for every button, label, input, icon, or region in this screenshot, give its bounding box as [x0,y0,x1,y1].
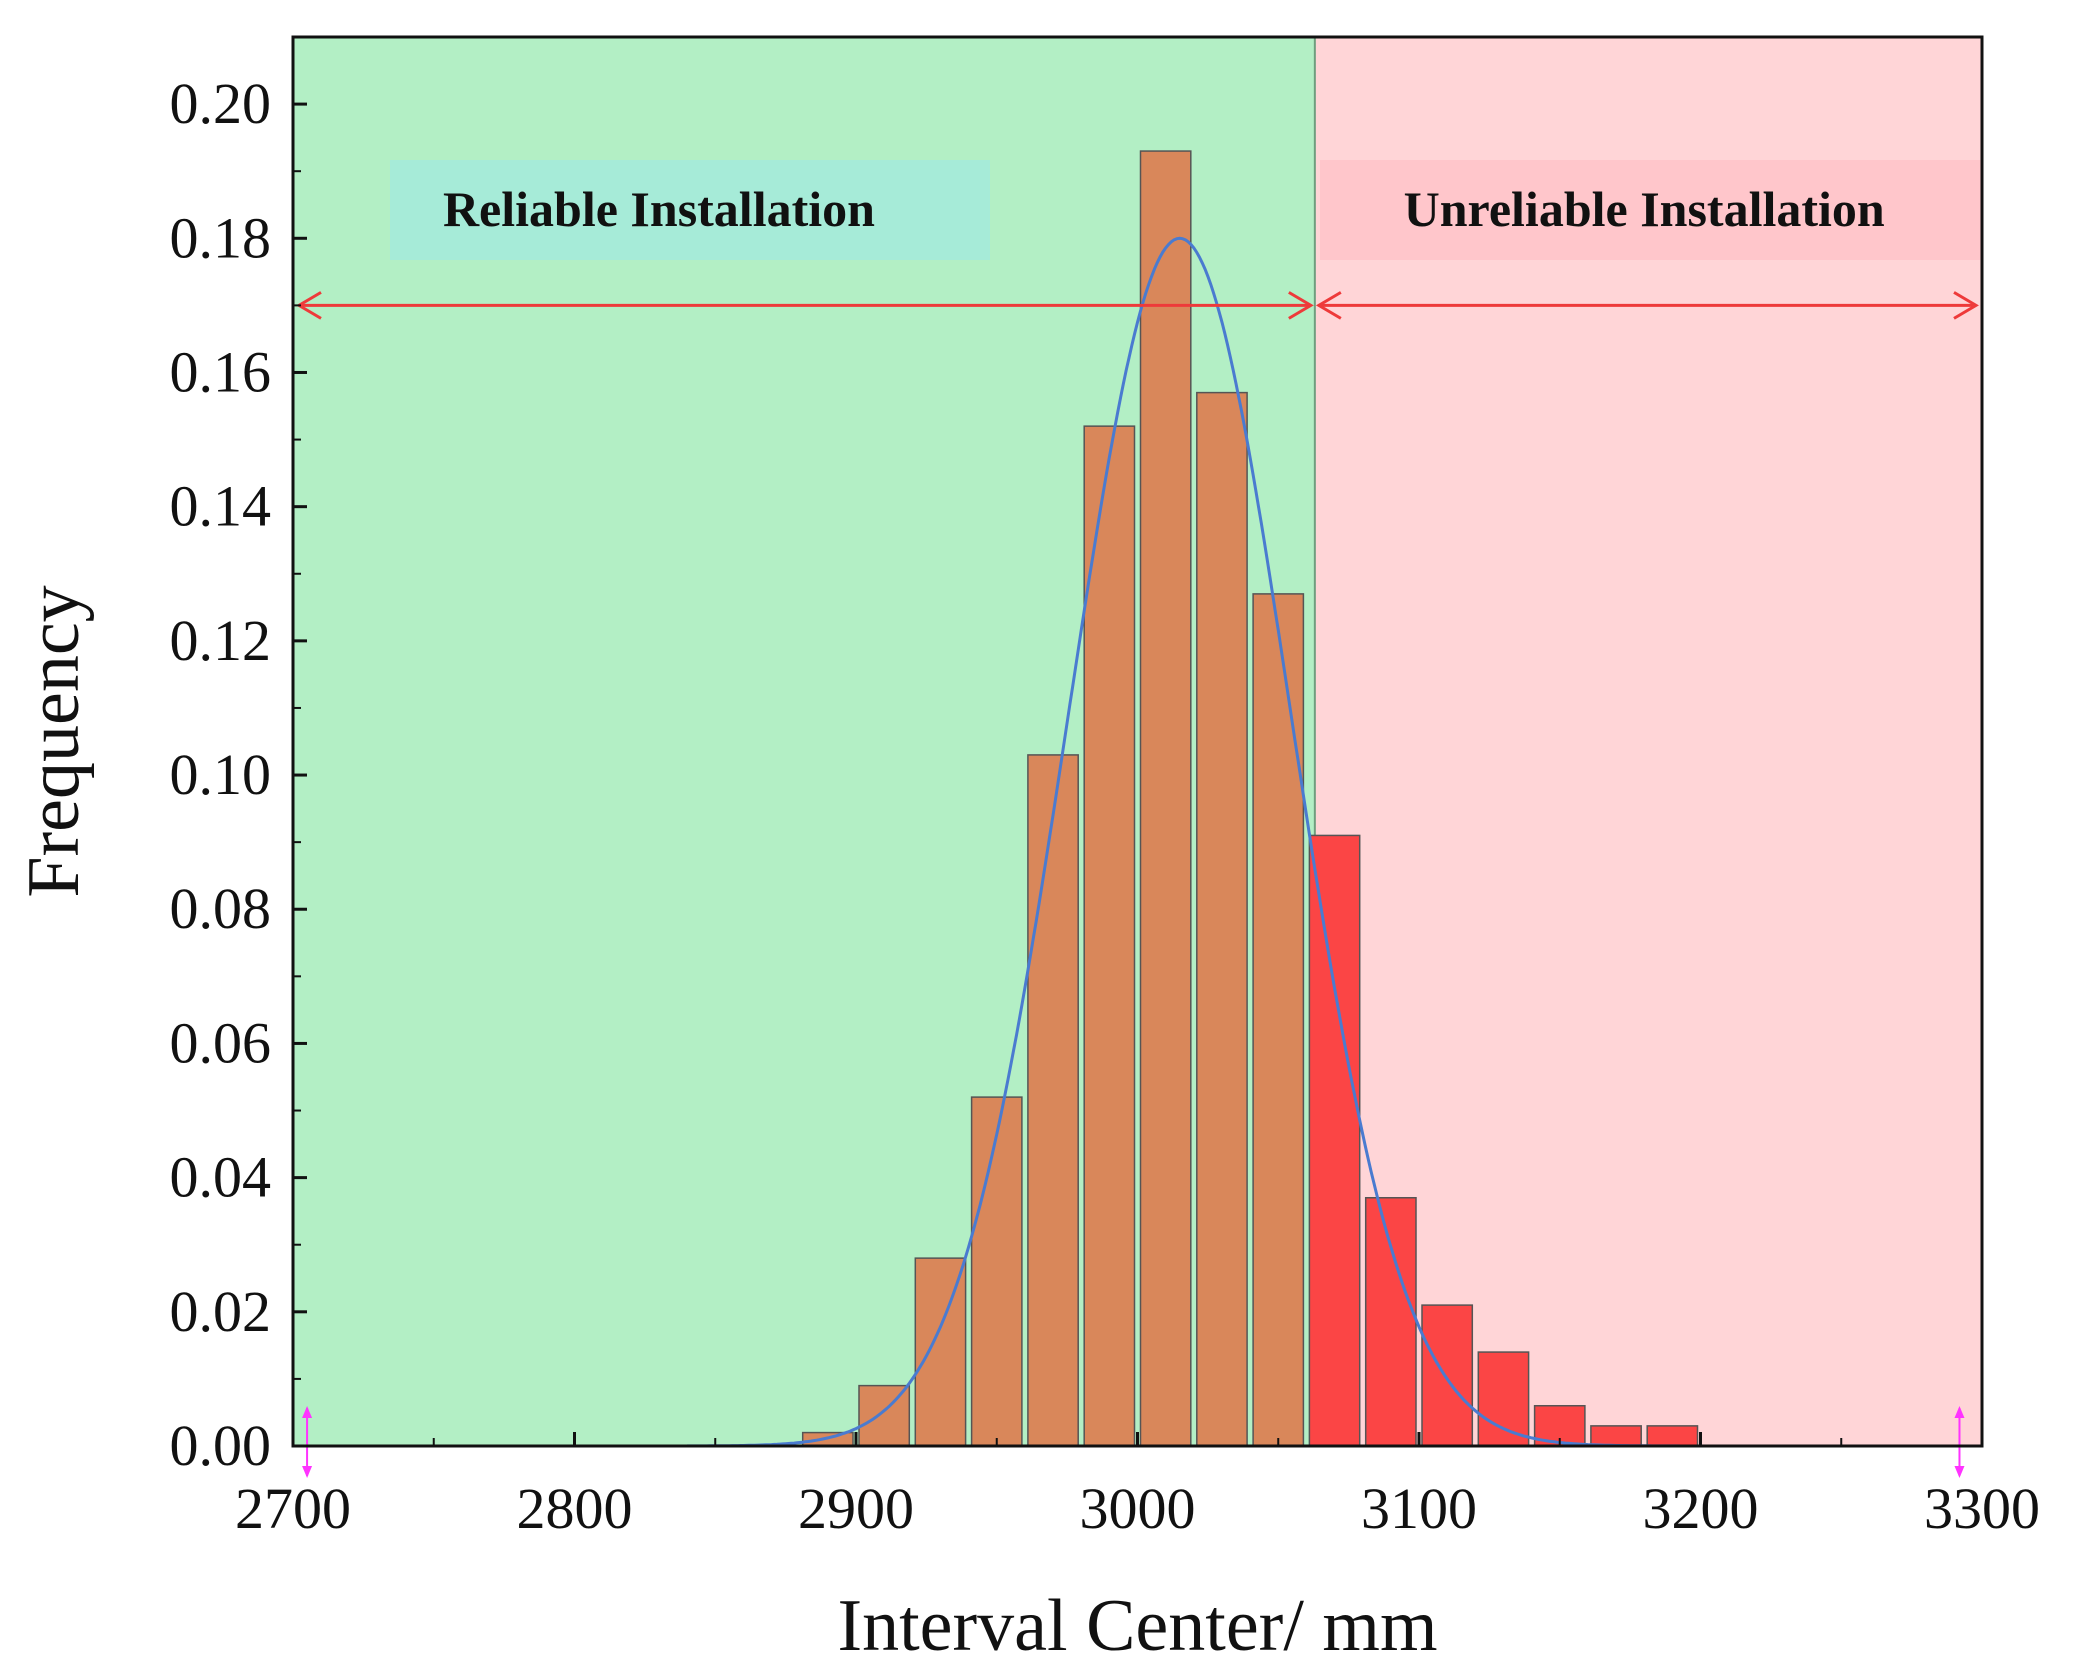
unreliable-arrow [1315,291,1979,320]
region-unreliable-background [1314,37,1982,1446]
unreliable-installation-label: Unreliable Installation [1404,181,1885,237]
histogram-bar [1364,1196,1417,1447]
histogram-bar [970,1096,1023,1447]
x-tick-label: 2700 [235,1476,351,1541]
histogram-bar [1027,754,1079,1447]
y-tick-label: 0.14 [170,474,272,539]
y-tick-label: 0.04 [170,1145,272,1210]
histogram-bar [1421,1304,1474,1447]
histogram-bar [1083,425,1136,1447]
unreliable-label-box [1320,160,1982,260]
histogram-bar [1477,1351,1530,1447]
histogram-bar [1196,391,1248,1447]
y-tick-label: 0.12 [170,608,272,673]
x-tick-label: 3100 [1361,1476,1477,1541]
x-tick-label: 3300 [1924,1476,2040,1541]
range-marker [1954,1406,1965,1478]
y-tick-label: 0.00 [170,1413,272,1478]
reliable-installation-label: Reliable Installation [443,181,875,237]
y-tick-label: 0.10 [170,742,272,807]
histogram-bar [1646,1425,1699,1447]
histogram-bar [1590,1425,1642,1447]
y-tick-label: 0.06 [170,1010,272,1075]
histogram-bar [1252,593,1305,1447]
y-tick-label: 0.02 [170,1279,272,1344]
x-tick-label: 2800 [517,1476,633,1541]
y-axis-title: Frequency [13,585,95,897]
y-tick-label: 0.20 [170,71,272,136]
histogram-bar [914,1257,967,1447]
x-tick-label: 2900 [798,1476,914,1541]
histogram-bar [1308,834,1361,1447]
range-marker [302,1406,313,1478]
x-tick-label: 3200 [1643,1476,1759,1541]
x-tick-label: 3000 [1080,1476,1196,1541]
x-axis-title: Interval Center/ mm [837,1585,1437,1667]
reliable-label-box [390,160,990,260]
y-tick-label: 0.18 [170,205,272,270]
y-tick-label: 0.16 [170,339,272,404]
y-tick-label: 0.08 [170,876,272,941]
histogram-bar [1139,150,1192,1447]
